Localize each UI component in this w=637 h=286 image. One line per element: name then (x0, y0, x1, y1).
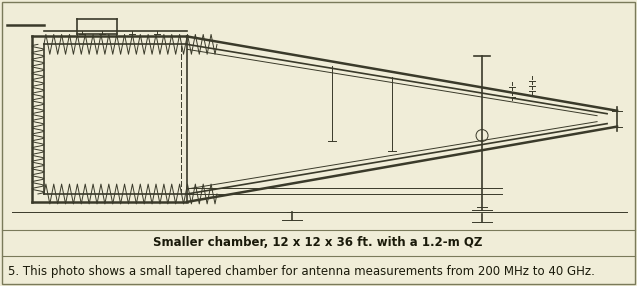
Text: Smaller chamber, 12 x 12 x 36 ft. with a 1.2-m QZ: Smaller chamber, 12 x 12 x 36 ft. with a… (154, 237, 483, 249)
Text: 5. This photo shows a small tapered chamber for antenna measurements from 200 MH: 5. This photo shows a small tapered cham… (8, 265, 595, 277)
